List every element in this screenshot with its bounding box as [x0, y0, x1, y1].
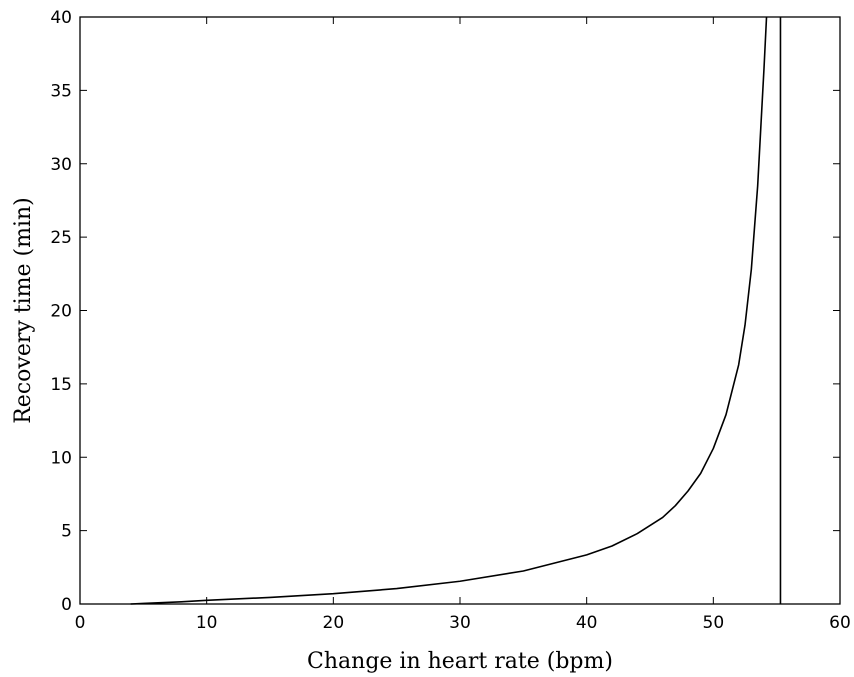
x-tick-label: 40 — [576, 613, 598, 633]
x-tick-label: 30 — [449, 613, 471, 633]
y-tick-label: 10 — [50, 448, 72, 468]
x-tick-label: 0 — [75, 613, 86, 633]
y-tick-label: 30 — [50, 155, 72, 175]
series-line-0 — [130, 16, 768, 605]
x-tick-label: 60 — [829, 613, 851, 633]
y-axis-label: Recovery time (min) — [11, 197, 36, 424]
x-tick-label: 10 — [196, 613, 218, 633]
y-tick-label: 40 — [50, 8, 72, 28]
y-tick-label: 20 — [50, 302, 72, 322]
x-tick-label: 20 — [323, 613, 345, 633]
plot-lines — [130, 16, 782, 605]
y-tick-label: 35 — [50, 81, 72, 101]
y-tick-label: 25 — [50, 228, 72, 248]
x-axis-label: Change in heart rate (bpm) — [307, 649, 613, 674]
x-tick-label: 50 — [703, 613, 725, 633]
ticks: 0 10 20 30 40 50 60 0 5 10 15 20 25 30 35 40 — [50, 8, 850, 633]
y-tick-label: 0 — [61, 595, 72, 615]
plot-frame — [79, 16, 841, 605]
y-tick-label: 15 — [50, 375, 72, 395]
y-tick-label: 5 — [61, 522, 72, 542]
